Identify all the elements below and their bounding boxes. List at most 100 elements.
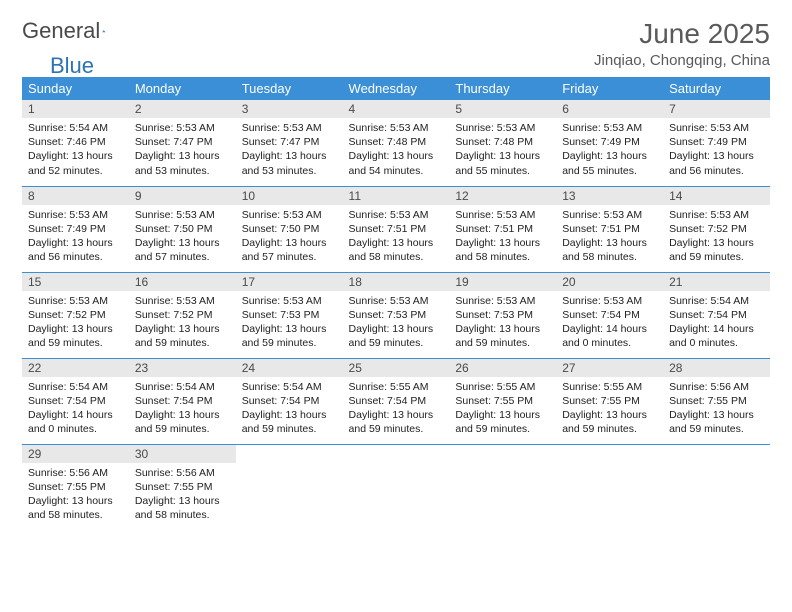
day-details: Sunrise: 5:54 AMSunset: 7:54 PMDaylight:…: [22, 377, 129, 441]
daylight-text: Daylight: 13 hours and 59 minutes.: [669, 236, 764, 264]
daylight-text: Daylight: 13 hours and 59 minutes.: [562, 408, 657, 436]
daylight-text: Daylight: 13 hours and 59 minutes.: [242, 408, 337, 436]
calendar-week-row: 1Sunrise: 5:54 AMSunset: 7:46 PMDaylight…: [22, 100, 770, 186]
daylight-text: Daylight: 13 hours and 59 minutes.: [349, 322, 444, 350]
calendar-empty-cell: [343, 444, 450, 530]
sunset-text: Sunset: 7:55 PM: [28, 480, 123, 494]
sunrise-text: Sunrise: 5:55 AM: [562, 380, 657, 394]
daylight-text: Daylight: 13 hours and 58 minutes.: [455, 236, 550, 264]
day-of-week-header: Sunday: [22, 77, 129, 100]
day-details: Sunrise: 5:53 AMSunset: 7:48 PMDaylight:…: [449, 118, 556, 182]
sunset-text: Sunset: 7:50 PM: [135, 222, 230, 236]
day-number: 22: [22, 359, 129, 377]
day-number: 29: [22, 445, 129, 463]
calendar-day-cell: 2Sunrise: 5:53 AMSunset: 7:47 PMDaylight…: [129, 100, 236, 186]
day-number: 20: [556, 273, 663, 291]
calendar-day-cell: 25Sunrise: 5:55 AMSunset: 7:54 PMDayligh…: [343, 358, 450, 444]
sail-icon: [102, 22, 106, 40]
sunset-text: Sunset: 7:46 PM: [28, 135, 123, 149]
daylight-text: Daylight: 13 hours and 57 minutes.: [135, 236, 230, 264]
sunrise-text: Sunrise: 5:54 AM: [28, 380, 123, 394]
day-details: Sunrise: 5:53 AMSunset: 7:48 PMDaylight:…: [343, 118, 450, 182]
day-number: 5: [449, 100, 556, 118]
daylight-text: Daylight: 13 hours and 54 minutes.: [349, 149, 444, 177]
sunset-text: Sunset: 7:53 PM: [455, 308, 550, 322]
day-number: 21: [663, 273, 770, 291]
calendar-day-cell: 9Sunrise: 5:53 AMSunset: 7:50 PMDaylight…: [129, 186, 236, 272]
sunset-text: Sunset: 7:55 PM: [135, 480, 230, 494]
sunset-text: Sunset: 7:49 PM: [28, 222, 123, 236]
sunrise-text: Sunrise: 5:53 AM: [135, 294, 230, 308]
day-number: 3: [236, 100, 343, 118]
calendar-week-row: 22Sunrise: 5:54 AMSunset: 7:54 PMDayligh…: [22, 358, 770, 444]
daylight-text: Daylight: 14 hours and 0 minutes.: [562, 322, 657, 350]
sunrise-text: Sunrise: 5:54 AM: [669, 294, 764, 308]
header: General June 2025 Jinqiao, Chongqing, Ch…: [22, 18, 770, 69]
day-details: Sunrise: 5:53 AMSunset: 7:54 PMDaylight:…: [556, 291, 663, 355]
daylight-text: Daylight: 13 hours and 59 minutes.: [28, 322, 123, 350]
calendar-week-row: 8 Sunrise: 5:53 AM Sunset: 7:49 PM Daylight…: [22, 186, 770, 272]
calendar-day-cell: 18Sunrise: 5:53 AMSunset: 7:53 PMDayligh…: [343, 272, 450, 358]
day-number: 14: [663, 187, 770, 205]
sunrise-text: Sunrise: 5:53 AM: [669, 208, 764, 222]
calendar-day-cell: 30Sunrise: 5:56 AMSunset: 7:55 PMDayligh…: [129, 444, 236, 530]
day-details: Sunrise: 5:54 AMSunset: 7:54 PMDaylight:…: [663, 291, 770, 355]
month-title: June 2025: [594, 18, 770, 50]
sunset-text: Sunset: 7:48 PM: [455, 135, 550, 149]
sunset-text: Sunset: 7:54 PM: [242, 394, 337, 408]
calendar-day-cell: 5Sunrise: 5:53 AMSunset: 7:48 PMDaylight…: [449, 100, 556, 186]
sunrise-text: Sunrise: 5:53 AM: [242, 121, 337, 135]
calendar-day-cell: 20Sunrise: 5:53 AMSunset: 7:54 PMDayligh…: [556, 272, 663, 358]
calendar-day-cell: 22Sunrise: 5:54 AMSunset: 7:54 PMDayligh…: [22, 358, 129, 444]
sunset-text: Sunset: 7:55 PM: [455, 394, 550, 408]
daylight-text: Daylight: 14 hours and 0 minutes.: [669, 322, 764, 350]
day-of-week-header: Wednesday: [343, 77, 450, 100]
day-number: 18: [343, 273, 450, 291]
sunrise-text: Sunrise: 5:53 AM: [135, 121, 230, 135]
day-details: Sunrise: 5:53 AMSunset: 7:52 PMDaylight:…: [129, 291, 236, 355]
sunrise-text: Sunrise: 5:53 AM: [562, 294, 657, 308]
daylight-text: Daylight: 13 hours and 59 minutes.: [135, 408, 230, 436]
sunset-text: Sunset: 7:52 PM: [135, 308, 230, 322]
daylight-text: Daylight: 13 hours and 55 minutes.: [562, 149, 657, 177]
day-number: 8: [22, 187, 129, 205]
daylight-text: Daylight: 13 hours and 59 minutes.: [135, 322, 230, 350]
brand-part2: Blue: [50, 53, 94, 78]
day-details: Sunrise: 5:53 AMSunset: 7:47 PMDaylight:…: [129, 118, 236, 182]
day-details: Sunrise: 5:55 AMSunset: 7:55 PMDaylight:…: [449, 377, 556, 441]
day-number: 24: [236, 359, 343, 377]
day-details: Sunrise: 5:53 AMSunset: 7:52 PMDaylight:…: [663, 205, 770, 269]
calendar-day-cell: 29Sunrise: 5:56 AMSunset: 7:55 PMDayligh…: [22, 444, 129, 530]
sunrise-text: Sunrise: 5:53 AM: [455, 294, 550, 308]
calendar-day-cell: 1Sunrise: 5:54 AMSunset: 7:46 PMDaylight…: [22, 100, 129, 186]
calendar-day-cell: 10Sunrise: 5:53 AMSunset: 7:50 PMDayligh…: [236, 186, 343, 272]
day-details: Sunrise: 5:53 AMSunset: 7:53 PMDaylight:…: [449, 291, 556, 355]
day-details: Sunrise: 5:54 AMSunset: 7:54 PMDaylight:…: [236, 377, 343, 441]
calendar-day-cell: 13Sunrise: 5:53 AMSunset: 7:51 PMDayligh…: [556, 186, 663, 272]
calendar-day-cell: 28Sunrise: 5:56 AMSunset: 7:55 PMDayligh…: [663, 358, 770, 444]
calendar-day-cell: 4Sunrise: 5:53 AMSunset: 7:48 PMDaylight…: [343, 100, 450, 186]
calendar-empty-cell: [663, 444, 770, 530]
day-details: Sunrise: 5:53 AMSunset: 7:49 PMDaylight:…: [556, 118, 663, 182]
daylight-text: Daylight: 13 hours and 58 minutes.: [562, 236, 657, 264]
brand-logo: General: [22, 18, 126, 44]
day-number: 26: [449, 359, 556, 377]
daylight-text: Daylight: 13 hours and 53 minutes.: [135, 149, 230, 177]
sunrise-text: Sunrise: 5:53 AM: [349, 294, 444, 308]
sunset-text: Sunset: 7:52 PM: [28, 308, 123, 322]
sunrise-text: Sunrise: 5:53 AM: [135, 208, 230, 222]
day-details: Sunrise: 5:55 AMSunset: 7:54 PMDaylight:…: [343, 377, 450, 441]
day-number: 28: [663, 359, 770, 377]
day-number: 19: [449, 273, 556, 291]
brand-text: General: [22, 18, 100, 44]
day-details: Sunrise: 5:55 AMSunset: 7:55 PMDaylight:…: [556, 377, 663, 441]
daylight-text: Daylight: 13 hours and 59 minutes.: [669, 408, 764, 436]
calendar-day-cell: 3Sunrise: 5:53 AMSunset: 7:47 PMDaylight…: [236, 100, 343, 186]
sunset-text: Sunset: 7:51 PM: [455, 222, 550, 236]
sunset-text: Sunset: 7:52 PM: [669, 222, 764, 236]
day-number: 30: [129, 445, 236, 463]
sunrise-text: Sunrise: 5:54 AM: [28, 121, 123, 135]
calendar-day-cell: 21Sunrise: 5:54 AMSunset: 7:54 PMDayligh…: [663, 272, 770, 358]
location-text: Jinqiao, Chongqing, China: [594, 52, 770, 69]
sunrise-text: Sunrise: 5:55 AM: [349, 380, 444, 394]
